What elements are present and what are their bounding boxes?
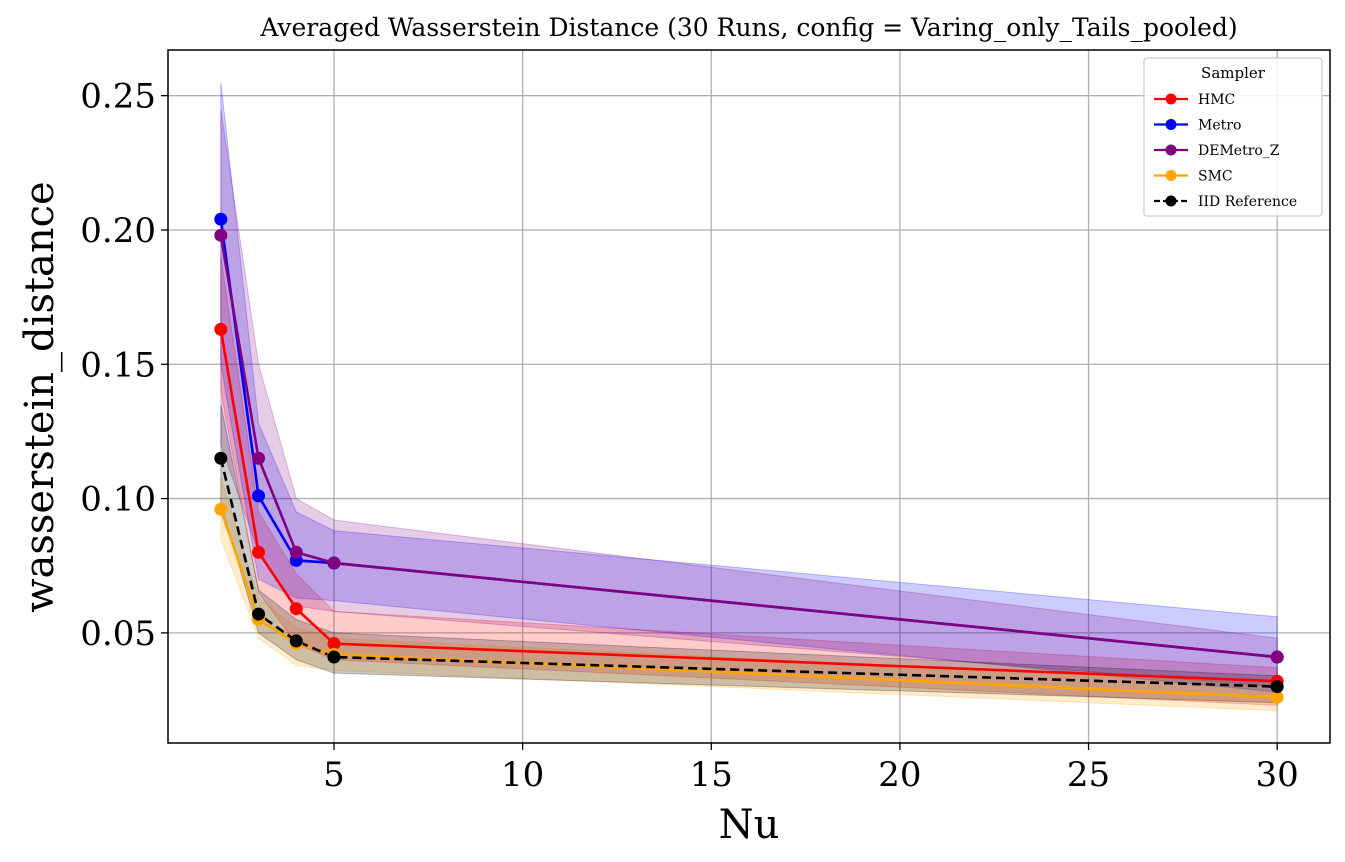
legend-entry-label: IID Reference <box>1198 194 1297 210</box>
band-hmc <box>220 256 1278 706</box>
y-axis-label: wasserstein_distance <box>17 181 63 612</box>
series-points <box>214 212 1284 704</box>
legend-box <box>1143 57 1323 217</box>
chart-title: Averaged Wasserstein Distance (30 Runs, … <box>259 13 1237 42</box>
x-tick-label: 10 <box>501 755 544 795</box>
x-tick-label: 15 <box>690 755 733 795</box>
point-demetro-z <box>327 556 341 570</box>
x-tick-label: 20 <box>878 755 921 795</box>
y-tick-label: 0.05 <box>80 614 156 654</box>
point-demetro-z <box>252 451 266 465</box>
point-metro <box>252 489 266 503</box>
legend-entry-label: DEMetro_Z <box>1198 143 1280 159</box>
point-iid-reference <box>214 451 228 465</box>
legend-swatch-marker <box>1165 144 1177 156</box>
y-tick-label: 0.20 <box>80 211 156 251</box>
point-hmc <box>327 637 341 651</box>
point-hmc <box>214 322 228 336</box>
legend-swatch-marker <box>1165 170 1177 181</box>
legend-entry-label: Metro <box>1198 118 1241 134</box>
point-iid-reference <box>252 607 266 621</box>
x-tick-label: 25 <box>1067 755 1110 795</box>
legend-swatch-marker <box>1165 93 1177 105</box>
point-smc <box>1270 690 1284 704</box>
x-axis-ticks: 5 10 15 20 25 30 <box>323 743 1299 795</box>
point-demetro-z <box>1270 650 1284 664</box>
point-metro <box>214 212 228 226</box>
y-axis-ticks: 0.05 0.10 0.15 0.20 0.25 <box>80 77 168 654</box>
y-tick-label: 0.25 <box>80 77 156 117</box>
band-smc <box>220 476 1278 712</box>
x-tick-label: 30 <box>1256 755 1299 795</box>
point-demetro-z <box>289 545 303 559</box>
legend: Sampler HMC Metro DEMetro_Z SMC IID Reference <box>1143 57 1323 217</box>
y-tick-label: 0.15 <box>80 345 156 385</box>
point-demetro-z <box>214 228 228 242</box>
point-smc <box>214 502 228 516</box>
legend-swatch-marker <box>1165 119 1177 130</box>
confidence-bands <box>220 82 1278 712</box>
legend-swatch-marker <box>1165 195 1177 207</box>
point-hmc <box>252 545 266 559</box>
point-hmc <box>289 602 303 616</box>
x-axis-label: Nu <box>719 802 780 848</box>
legend-entry-label: HMC <box>1198 92 1235 108</box>
x-tick-label: 5 <box>323 755 345 795</box>
legend-entry-label: SMC <box>1198 169 1233 185</box>
line-iid-reference <box>219 457 1278 688</box>
point-iid-reference <box>327 650 341 664</box>
point-iid-reference <box>1270 680 1284 694</box>
legend-title: Sampler <box>1201 64 1266 82</box>
y-tick-label: 0.10 <box>80 480 156 520</box>
band-demetro-z <box>220 109 1278 688</box>
point-iid-reference <box>289 634 303 648</box>
plot-frame <box>167 49 1331 744</box>
